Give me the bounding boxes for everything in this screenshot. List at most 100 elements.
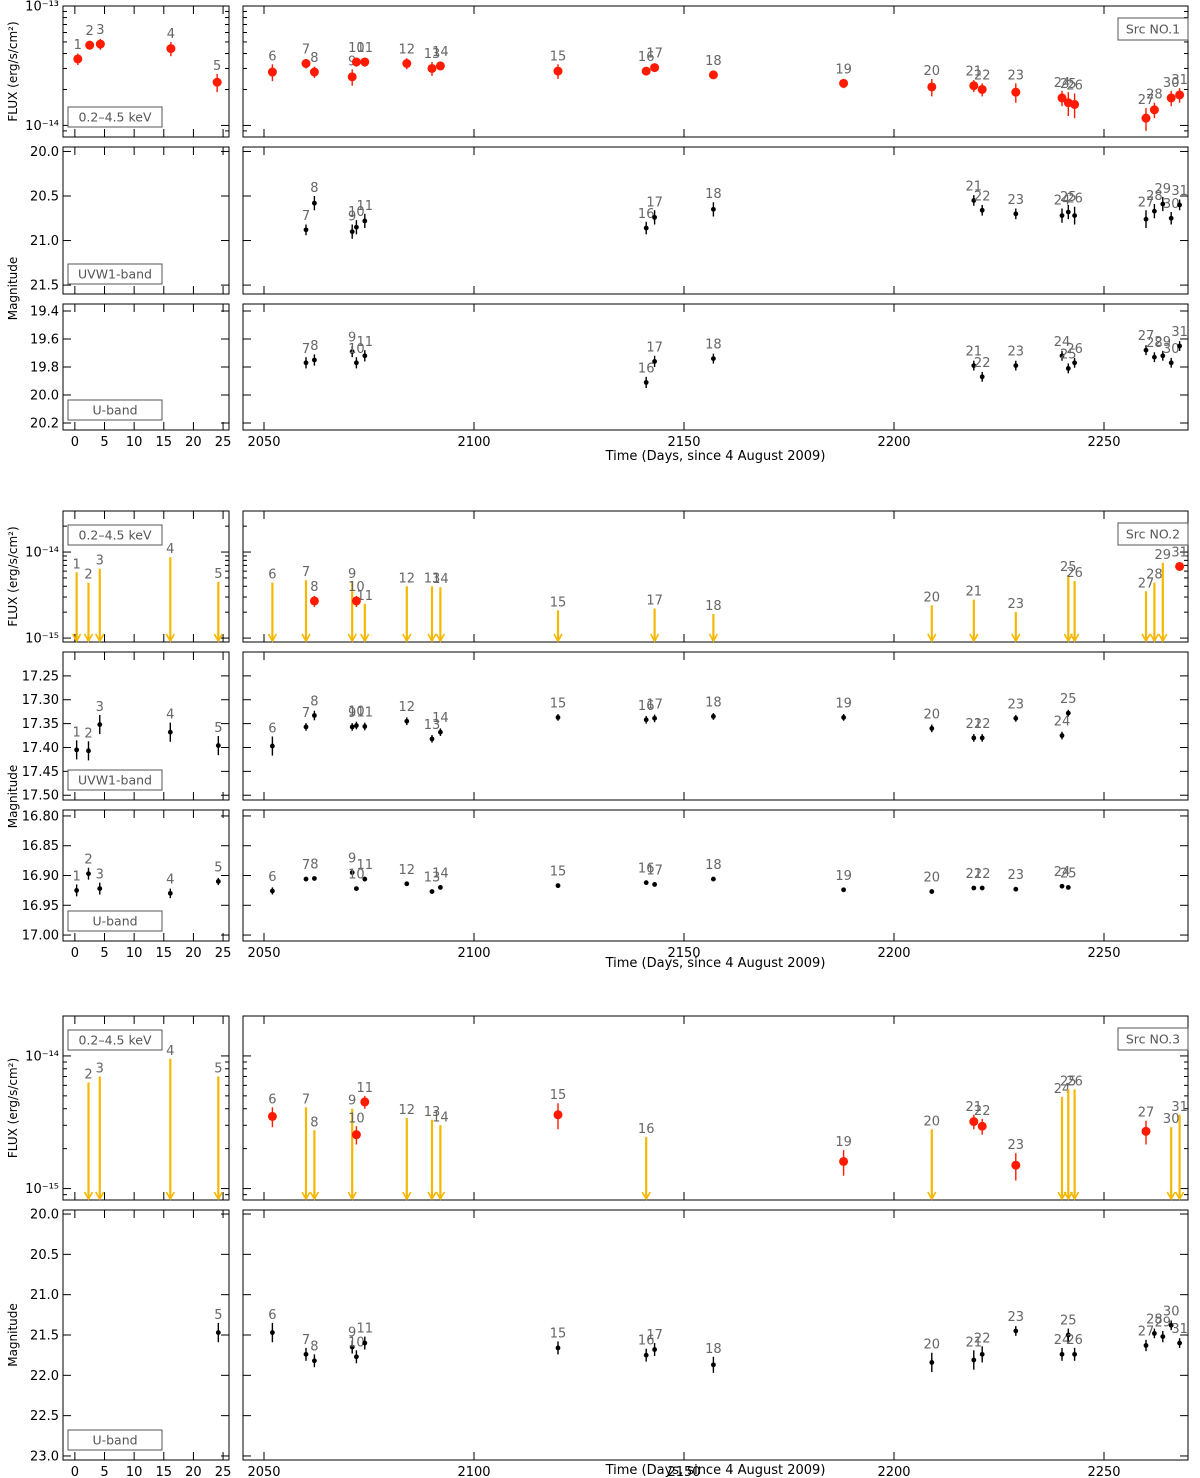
point-label: 11: [357, 1322, 374, 1337]
y-axis-label: Magnitude: [6, 765, 20, 829]
chart-source-3: 10⁻¹⁴ 10⁻¹⁵ 0.2–4.5 keV FLUX (erg/s/cm²) 2 3 4…: [6, 1015, 1189, 1478]
y-tick-label: 20.0: [30, 1208, 59, 1223]
point-label: 7: [302, 858, 310, 873]
upper-limit-arrow: [708, 614, 719, 643]
data-point: [267, 67, 277, 77]
y-tick-label: 17.30: [22, 693, 59, 708]
point-label: 11: [357, 335, 374, 350]
data-point: [1013, 715, 1019, 721]
upper-limit-arrow: [309, 1130, 320, 1201]
y-axis-label: FLUX (erg/s/cm²): [6, 526, 20, 626]
data-point: [555, 883, 561, 889]
data-point: [652, 882, 657, 887]
band-label: UVW1-band: [78, 267, 152, 282]
data-point: [1168, 215, 1174, 221]
data-point: [360, 57, 370, 67]
data-point: [1057, 93, 1067, 103]
point-label: 1: [72, 869, 80, 884]
data-point: [641, 66, 651, 76]
point-label: 13: [424, 1105, 441, 1120]
point-label: 18: [705, 338, 722, 353]
data-point: [979, 735, 985, 741]
data-point: [839, 78, 849, 88]
data-point: [1143, 347, 1149, 353]
data-point: [349, 229, 355, 235]
point-label: 11: [357, 41, 374, 56]
data-point: [1072, 360, 1077, 366]
point-label: 24: [1054, 865, 1071, 880]
data-point: [1160, 201, 1166, 207]
data-point: [650, 63, 660, 73]
data-point: [643, 1352, 649, 1358]
point-label: 26: [1066, 342, 1083, 357]
point-label: 6: [268, 1092, 276, 1107]
data-point: [347, 72, 357, 82]
data-point: [841, 715, 846, 720]
upper-limit-arrow: [427, 586, 437, 643]
data-point: [555, 1345, 561, 1351]
point-label: 23: [1008, 68, 1025, 83]
point-label: 28: [1146, 189, 1163, 204]
point-label: 1: [72, 557, 80, 572]
y-tick-label: 16.95: [22, 899, 59, 914]
x-tick-label: 2100: [457, 1465, 490, 1478]
point-label: 27: [1138, 1324, 1155, 1339]
upper-limit-arrow: [1174, 1114, 1185, 1201]
upper-limit-head: [360, 633, 370, 643]
right-axes-frame: [242, 1015, 1189, 1201]
upper-limit-arrow: [969, 599, 979, 643]
point-label: 20: [924, 590, 941, 605]
upper-limit-arrow: [1166, 1127, 1176, 1201]
upper-limit-arrow: [649, 608, 660, 643]
point-label: 27: [1138, 576, 1155, 591]
upper-limit-arrow: [435, 1125, 446, 1201]
point-label: 21: [966, 1100, 983, 1115]
y-tick-label: 21.0: [30, 1288, 59, 1303]
data-point: [1011, 87, 1021, 97]
upper-limit-head: [435, 633, 446, 643]
point-label: 25: [1060, 190, 1077, 205]
point-label: 4: [167, 27, 175, 42]
upper-limit-arrow: [301, 1107, 311, 1201]
data-point: [362, 353, 368, 359]
point-label: 20: [924, 871, 941, 886]
x-tick-label: 25: [215, 946, 232, 961]
x-tick-label: 5: [100, 946, 108, 961]
point-label: 18: [705, 187, 722, 202]
data-point: [555, 715, 561, 720]
point-label: 26: [1066, 1333, 1083, 1348]
x-tick-label: 2150: [667, 1465, 700, 1478]
data-point: [1175, 561, 1185, 571]
data-point: [73, 54, 83, 64]
point-label: 28: [1146, 1312, 1163, 1327]
x-tick-label: 25: [215, 435, 232, 450]
point-label: 10: [348, 1111, 365, 1126]
point-label: 30: [1163, 197, 1180, 212]
point-label: 16: [638, 50, 655, 65]
point-label: 22: [974, 1104, 991, 1119]
upper-limit-head: [1149, 633, 1160, 643]
data-point: [711, 356, 716, 361]
band-label: UVW1-band: [78, 773, 152, 788]
data-point: [1013, 886, 1019, 892]
upper-limit-arrow: [641, 1136, 651, 1201]
point-label: 31: [1171, 1100, 1188, 1115]
data-point: [215, 1330, 221, 1335]
point-label: 23: [1008, 697, 1025, 712]
point-label: 11: [357, 199, 374, 214]
upper-limit-head: [301, 1191, 311, 1201]
point-label: 20: [924, 64, 941, 79]
band-label: 0.2–4.5 keV: [78, 1033, 151, 1048]
y-tick-label: 10⁻¹⁴: [25, 1049, 59, 1064]
point-label: 12: [399, 863, 416, 878]
point-label: 4: [166, 1044, 174, 1059]
point-label: 15: [550, 696, 567, 711]
point-label: 2: [86, 24, 94, 39]
point-label: 31: [1171, 1322, 1188, 1337]
x-tick-label: 15: [156, 1465, 173, 1478]
point-label: 28: [1146, 568, 1163, 583]
point-label: 3: [96, 1061, 104, 1076]
y-tick-label: 21.5: [30, 1329, 59, 1344]
x-tick-label: 0: [71, 435, 79, 450]
